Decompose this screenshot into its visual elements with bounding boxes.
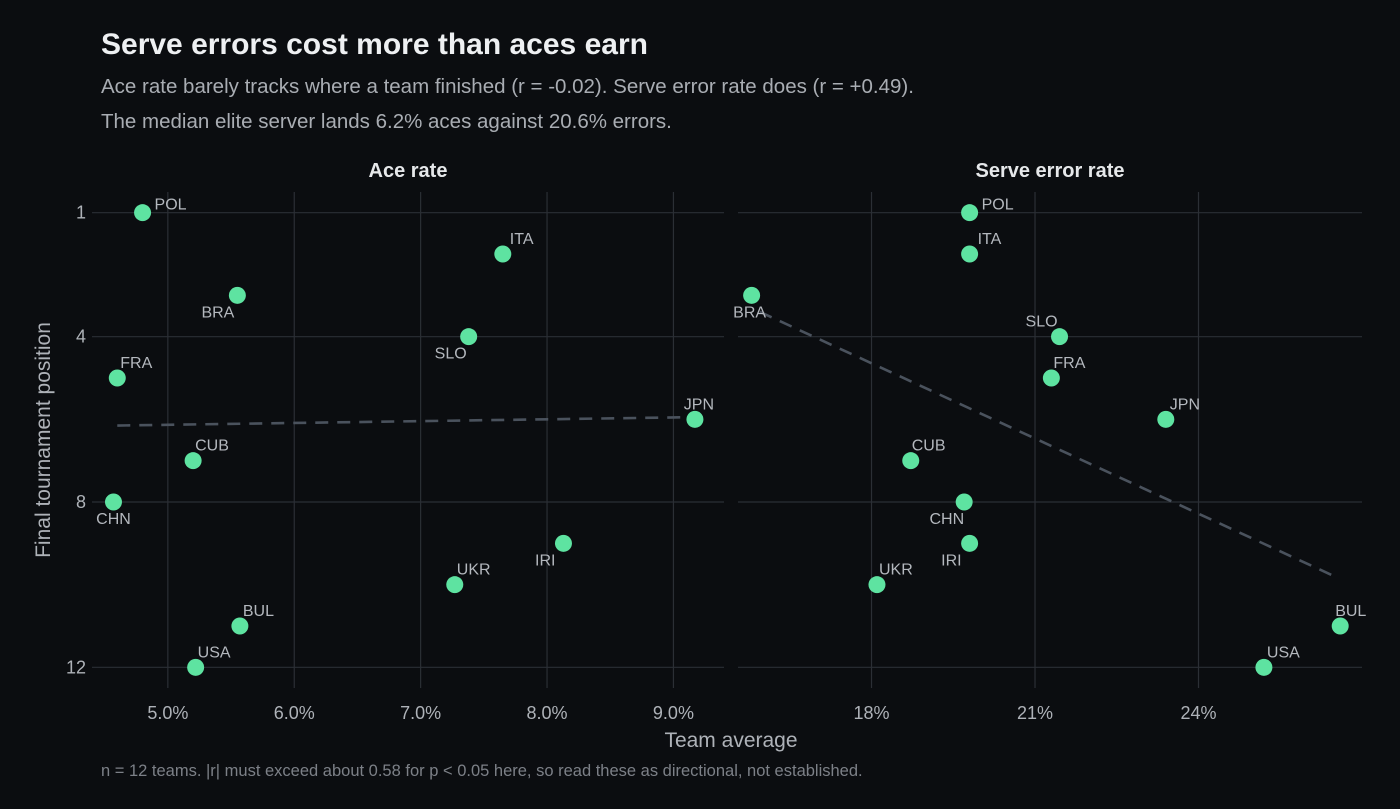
point-label-ukr: UKR: [457, 562, 491, 579]
trend-line: [759, 310, 1336, 578]
data-point-jpn: [686, 410, 704, 428]
x-tick-label: 24%: [1180, 703, 1216, 723]
point-label-ukr: UKR: [879, 562, 913, 579]
data-point-chn: [955, 493, 973, 511]
data-point-chn: [104, 493, 122, 511]
data-point-fra: [1042, 369, 1060, 387]
data-point-bul: [1331, 617, 1349, 635]
point-label-jpn: JPN: [1170, 396, 1200, 413]
data-point-slo: [460, 328, 478, 346]
y-axis-title: Final tournament position: [32, 322, 55, 558]
point-label-chn: CHN: [96, 511, 131, 528]
point-label-pol: POL: [982, 197, 1014, 214]
point-labels: POL ITA BRA SLO FRA JPN CUB CHN IRI UKR BUL USA POL I…: [96, 197, 1366, 662]
data-point-bra: [743, 286, 761, 304]
point-label-cub: CUB: [912, 438, 946, 455]
data-point-fra: [108, 369, 126, 387]
data-point-bul: [231, 617, 249, 635]
data-point-pol: [134, 204, 152, 222]
data-point-ukr: [446, 576, 464, 594]
point-label-usa: USA: [1267, 644, 1300, 661]
data-point-pol: [961, 204, 979, 222]
data-points: [104, 204, 1349, 676]
point-label-bul: BUL: [1335, 603, 1366, 620]
x-tick-label: 9.0%: [653, 703, 694, 723]
data-point-jpn: [1157, 410, 1175, 428]
data-point-ukr: [868, 576, 886, 594]
point-label-usa: USA: [198, 644, 231, 661]
axes: Ace rate 5.0% 6.0% 7.0% 8.0% 9.0% Serve error …: [32, 160, 1217, 752]
point-label-slo: SLO: [1026, 314, 1058, 331]
y-tick-label: 1: [76, 203, 86, 223]
point-label-cub: CUB: [195, 438, 229, 455]
data-point-ita: [961, 245, 979, 263]
x-tick-label: 18%: [854, 703, 890, 723]
data-point-cub: [184, 452, 202, 470]
x-axis-title: Team average: [664, 729, 797, 752]
chart-subtitle-line-2: The median elite server lands 6.2% aces …: [101, 110, 672, 133]
point-label-ita: ITA: [510, 231, 534, 248]
point-label-iri: IRI: [941, 552, 961, 569]
point-label-fra: FRA: [120, 355, 152, 372]
point-label-chn: CHN: [929, 511, 964, 528]
point-label-bul: BUL: [243, 603, 274, 620]
data-point-ita: [494, 245, 512, 263]
trendlines: [117, 310, 1336, 578]
chart-subtitle-line-1: Ace rate barely tracks where a team fini…: [101, 75, 914, 98]
x-tick-label: 6.0%: [274, 703, 315, 723]
panel-title-1: Serve error rate: [976, 160, 1125, 182]
x-tick-label: 8.0%: [527, 703, 568, 723]
y-tick-label: 4: [76, 327, 86, 347]
x-tick-label: 7.0%: [400, 703, 441, 723]
data-point-bra: [228, 286, 246, 304]
point-label-slo: SLO: [435, 346, 467, 363]
data-point-slo: [1051, 328, 1069, 346]
point-label-pol: POL: [155, 197, 187, 214]
data-point-usa: [187, 658, 205, 676]
point-label-bra: BRA: [733, 304, 766, 321]
panel-title-0: Ace rate: [369, 160, 448, 182]
data-point-usa: [1255, 658, 1273, 676]
gridlines: [92, 192, 1362, 688]
point-label-fra: FRA: [1053, 355, 1085, 372]
trend-line: [117, 415, 687, 427]
x-tick-label: 21%: [1017, 703, 1053, 723]
point-label-ita: ITA: [978, 231, 1002, 248]
point-label-bra: BRA: [201, 304, 234, 321]
y-tick-label: 8: [76, 492, 86, 512]
data-point-iri: [554, 534, 572, 552]
x-tick-label: 5.0%: [147, 703, 188, 723]
data-point-iri: [961, 534, 979, 552]
point-label-jpn: JPN: [684, 396, 714, 413]
y-tick-label: 12: [66, 657, 86, 677]
data-point-cub: [902, 452, 920, 470]
chart-title: Serve errors cost more than aces earn: [101, 28, 648, 61]
chart-caption: n = 12 teams. |r| must exceed about 0.58…: [101, 762, 863, 780]
point-label-iri: IRI: [535, 552, 555, 569]
